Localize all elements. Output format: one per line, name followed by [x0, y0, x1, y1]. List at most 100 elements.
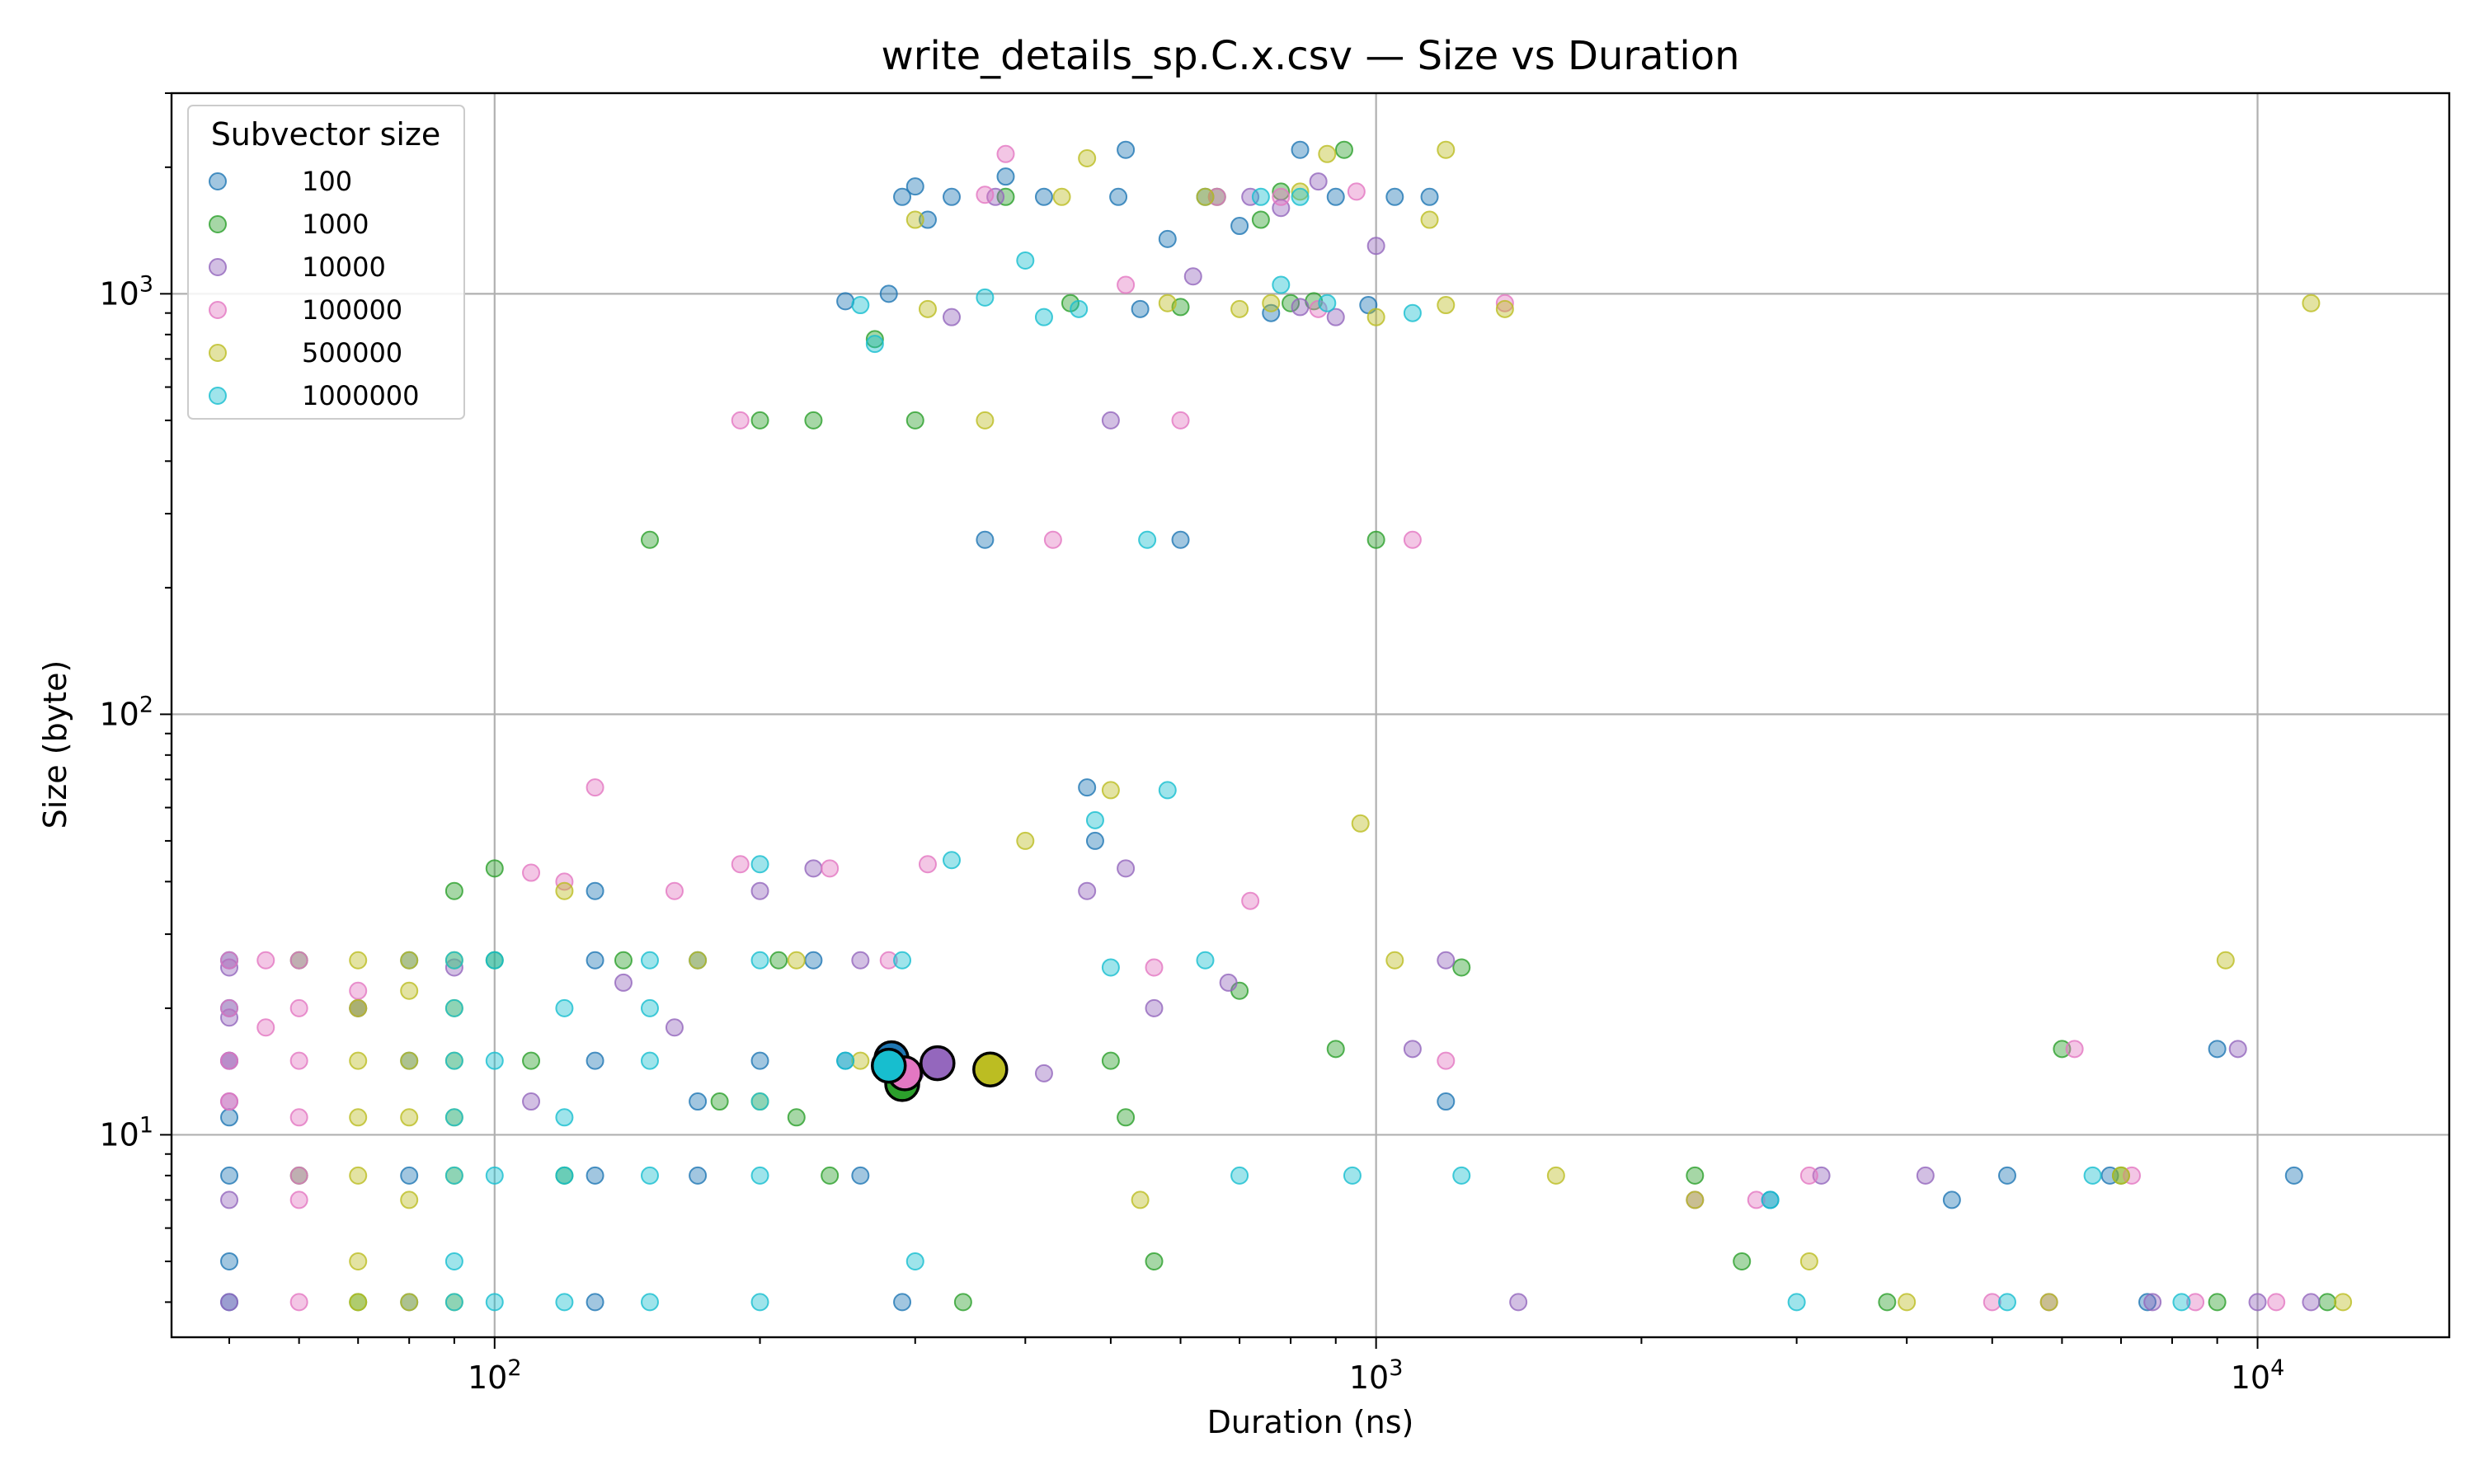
data-point	[2039, 1293, 2058, 1312]
data-point	[1452, 1166, 1471, 1185]
data-point	[1495, 299, 1514, 318]
data-point	[1351, 814, 1370, 833]
data-point	[1117, 1108, 1136, 1127]
data-point	[1196, 187, 1215, 206]
data-point	[289, 1051, 308, 1070]
data-point	[1158, 781, 1177, 800]
y-axis-label: Size (byte)	[37, 660, 73, 829]
data-point	[865, 330, 884, 349]
data-point	[2228, 1040, 2247, 1059]
data-point	[1366, 308, 1385, 326]
data-point	[769, 951, 788, 970]
data-point	[1495, 294, 1514, 312]
data-point	[976, 288, 995, 307]
data-point	[220, 1108, 239, 1127]
data-point	[1420, 210, 1439, 229]
y-tick-label: 101	[99, 1112, 153, 1153]
data-point	[821, 1166, 840, 1185]
points-layer	[220, 140, 2353, 1312]
data-point	[220, 1008, 239, 1027]
data-point	[1241, 891, 1260, 910]
data-point	[1016, 251, 1035, 270]
data-point	[787, 1108, 806, 1127]
data-point	[485, 951, 504, 970]
legend-entry: 1000	[209, 209, 369, 240]
data-point	[1085, 831, 1104, 850]
data-point	[710, 1092, 729, 1111]
data-point	[1117, 859, 1136, 878]
data-point	[1117, 275, 1136, 294]
data-point	[400, 1051, 419, 1070]
data-point	[289, 951, 308, 970]
data-point	[1385, 951, 1404, 970]
data-point	[1158, 294, 1177, 312]
data-point	[2111, 1166, 2130, 1185]
data-point	[1747, 1190, 1766, 1209]
data-point	[750, 411, 769, 430]
data-point	[851, 1051, 870, 1070]
legend-entry: 10000	[209, 251, 386, 283]
data-point	[996, 187, 1015, 206]
data-point	[2267, 1293, 2286, 1312]
data-point	[976, 530, 995, 549]
data-point	[996, 167, 1015, 186]
data-point	[1942, 1190, 1961, 1209]
data-point	[289, 1293, 308, 1312]
data-point	[851, 296, 870, 315]
data-point	[665, 1018, 684, 1037]
data-point	[555, 881, 574, 900]
data-point	[1101, 781, 1120, 800]
data-point	[1282, 294, 1300, 312]
x-tick-label: 104	[2231, 1355, 2285, 1396]
data-point	[349, 1166, 368, 1185]
data-point	[1403, 1040, 1422, 1059]
data-point	[2318, 1293, 2337, 1312]
data-point	[1309, 299, 1328, 318]
data-point	[1318, 294, 1337, 312]
mean-marker	[920, 1045, 956, 1082]
data-point	[1916, 1166, 1935, 1185]
data-point	[1291, 182, 1310, 201]
data-point	[485, 1166, 504, 1185]
data-point	[586, 1166, 604, 1185]
data-point	[1509, 1293, 1528, 1312]
data-point	[1070, 299, 1089, 318]
data-point	[1109, 187, 1128, 206]
data-point	[349, 1051, 368, 1070]
data-point	[2216, 951, 2235, 970]
data-point	[731, 411, 750, 430]
data-point	[586, 778, 604, 797]
series-100000	[220, 144, 2286, 1312]
data-point	[943, 308, 962, 326]
data-point	[905, 177, 924, 196]
legend-marker	[209, 387, 227, 405]
legend-entry: 100	[209, 166, 352, 197]
data-point	[349, 981, 368, 1000]
data-point	[2248, 1293, 2267, 1312]
data-point	[2053, 1040, 2072, 1059]
data-point	[905, 210, 924, 229]
data-point	[289, 1190, 308, 1209]
data-point	[1230, 299, 1249, 318]
data-point	[586, 1293, 604, 1312]
data-point	[485, 1293, 504, 1312]
data-point	[555, 1166, 574, 1185]
data-point	[1219, 973, 1238, 992]
data-point	[289, 1108, 308, 1127]
x-tick-label: 102	[468, 1355, 522, 1396]
data-point	[1230, 217, 1249, 236]
data-point	[1686, 1190, 1705, 1209]
data-point	[1145, 998, 1164, 1017]
data-point	[2334, 1293, 2353, 1312]
data-point	[1799, 1252, 1818, 1270]
mean-marker	[972, 1051, 1009, 1087]
data-point	[614, 973, 633, 992]
data-point	[918, 210, 937, 229]
data-point	[220, 1051, 239, 1070]
data-point	[1878, 1293, 1897, 1312]
data-point	[2172, 1293, 2191, 1312]
data-point	[220, 1293, 239, 1312]
legend-label: 100	[302, 166, 352, 197]
data-point	[640, 1051, 659, 1070]
